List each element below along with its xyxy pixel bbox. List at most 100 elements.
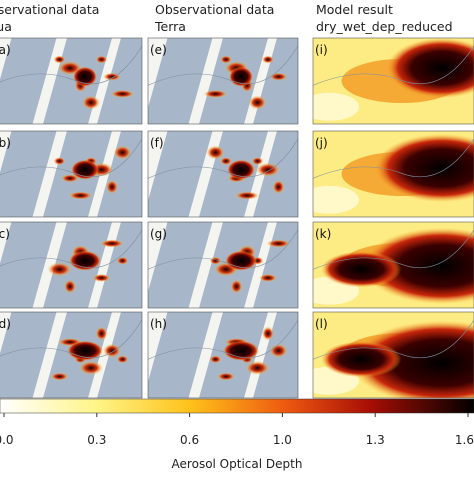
column-title: Observational data xyxy=(0,2,99,17)
aerosol xyxy=(256,162,280,177)
map xyxy=(313,312,474,398)
map xyxy=(0,131,142,217)
aerosol xyxy=(350,320,474,398)
swath xyxy=(0,131,57,217)
map-panel: (f) xyxy=(147,130,299,218)
map xyxy=(148,222,298,308)
map xyxy=(0,38,142,124)
aerosol xyxy=(64,279,76,294)
coastline xyxy=(148,229,298,270)
aerosol xyxy=(209,355,222,364)
aerosol xyxy=(95,55,108,64)
column-subtitle: Terra xyxy=(154,19,186,34)
aerosol xyxy=(53,157,66,166)
panel-label: (k) xyxy=(315,227,331,241)
panel-frame xyxy=(312,37,474,125)
map-panel: (e) xyxy=(147,37,299,125)
aerosol xyxy=(251,157,264,166)
column-title: Observational data xyxy=(155,2,274,17)
coastline xyxy=(313,319,474,360)
aerosol xyxy=(100,239,124,248)
colorbar-label: Aerosol Optical Depth xyxy=(172,457,303,471)
panel-label: (a) xyxy=(0,43,11,57)
coastline xyxy=(148,319,298,360)
swath xyxy=(0,222,57,308)
map-panel: (k) xyxy=(312,221,474,309)
panel-frame xyxy=(0,37,143,125)
coastline xyxy=(148,45,298,86)
aerosol xyxy=(79,360,103,375)
aerosol xyxy=(269,72,288,81)
aerosol xyxy=(92,273,111,282)
colorbar-tick-label: 1.3 xyxy=(366,433,385,447)
map-panel: (j) xyxy=(312,130,474,218)
panel-label: (h) xyxy=(150,317,167,331)
panel-label: (i) xyxy=(315,43,328,57)
panel-frame xyxy=(0,221,143,309)
coastline xyxy=(0,319,142,359)
swath xyxy=(0,312,57,398)
aerosol xyxy=(321,341,402,378)
map xyxy=(313,222,474,308)
map-panel: (h) xyxy=(147,311,299,399)
aerosol xyxy=(269,343,288,358)
map-panel: (i) xyxy=(312,37,474,125)
map-panel: (c) xyxy=(0,221,143,309)
map xyxy=(313,131,474,217)
aerosol xyxy=(259,273,277,282)
aerosol xyxy=(110,89,135,98)
map xyxy=(148,38,298,124)
panel-label: (e) xyxy=(150,43,167,57)
colorbar xyxy=(0,398,474,414)
map-panel: (l) xyxy=(312,311,474,399)
aerosol xyxy=(47,262,72,277)
coastline xyxy=(313,229,474,270)
aerosol xyxy=(103,343,121,358)
aerosol xyxy=(313,185,360,214)
aerosol xyxy=(67,340,103,361)
aerosol xyxy=(386,38,474,99)
panel-label: (f) xyxy=(150,136,164,150)
aerosol xyxy=(374,133,474,202)
coastline xyxy=(0,229,142,269)
coastline xyxy=(313,45,474,86)
panel-label: (d) xyxy=(0,317,11,331)
map-panel: (d) xyxy=(0,311,143,399)
aerosol xyxy=(106,179,118,194)
aerosol xyxy=(321,251,402,288)
aerosol xyxy=(313,92,360,121)
colorbar-tick-label: 0.6 xyxy=(180,433,199,447)
colorbar-tick-label: 1.6 xyxy=(455,433,474,447)
colorbar-tick-label: 0.0 xyxy=(0,433,14,447)
aerosol xyxy=(82,95,100,110)
panel-frame xyxy=(147,221,299,309)
panel-frame xyxy=(312,221,474,309)
panel-frame xyxy=(147,37,299,125)
panel-frame xyxy=(0,311,143,399)
aerosol xyxy=(50,372,69,381)
aerosol xyxy=(209,256,222,265)
swath xyxy=(148,38,213,124)
swath xyxy=(97,222,142,308)
aerosol xyxy=(203,89,228,98)
coastline xyxy=(0,138,142,178)
map xyxy=(313,38,474,124)
map-panel: (g) xyxy=(147,221,299,309)
swath xyxy=(148,131,213,217)
column-title: Model result xyxy=(316,2,393,17)
swath xyxy=(0,38,57,124)
map xyxy=(0,222,142,308)
colorbar-tick-label: 1.0 xyxy=(273,433,292,447)
swath xyxy=(148,222,213,308)
panel-frame xyxy=(312,311,474,399)
map xyxy=(0,312,142,398)
aerosol xyxy=(103,72,121,81)
aerosol xyxy=(116,355,129,364)
swath xyxy=(97,312,142,398)
panel-frame xyxy=(312,130,474,218)
aerosol xyxy=(245,360,270,375)
aerosol xyxy=(69,250,101,271)
panel-frame xyxy=(0,130,143,218)
aerosol xyxy=(220,55,232,64)
